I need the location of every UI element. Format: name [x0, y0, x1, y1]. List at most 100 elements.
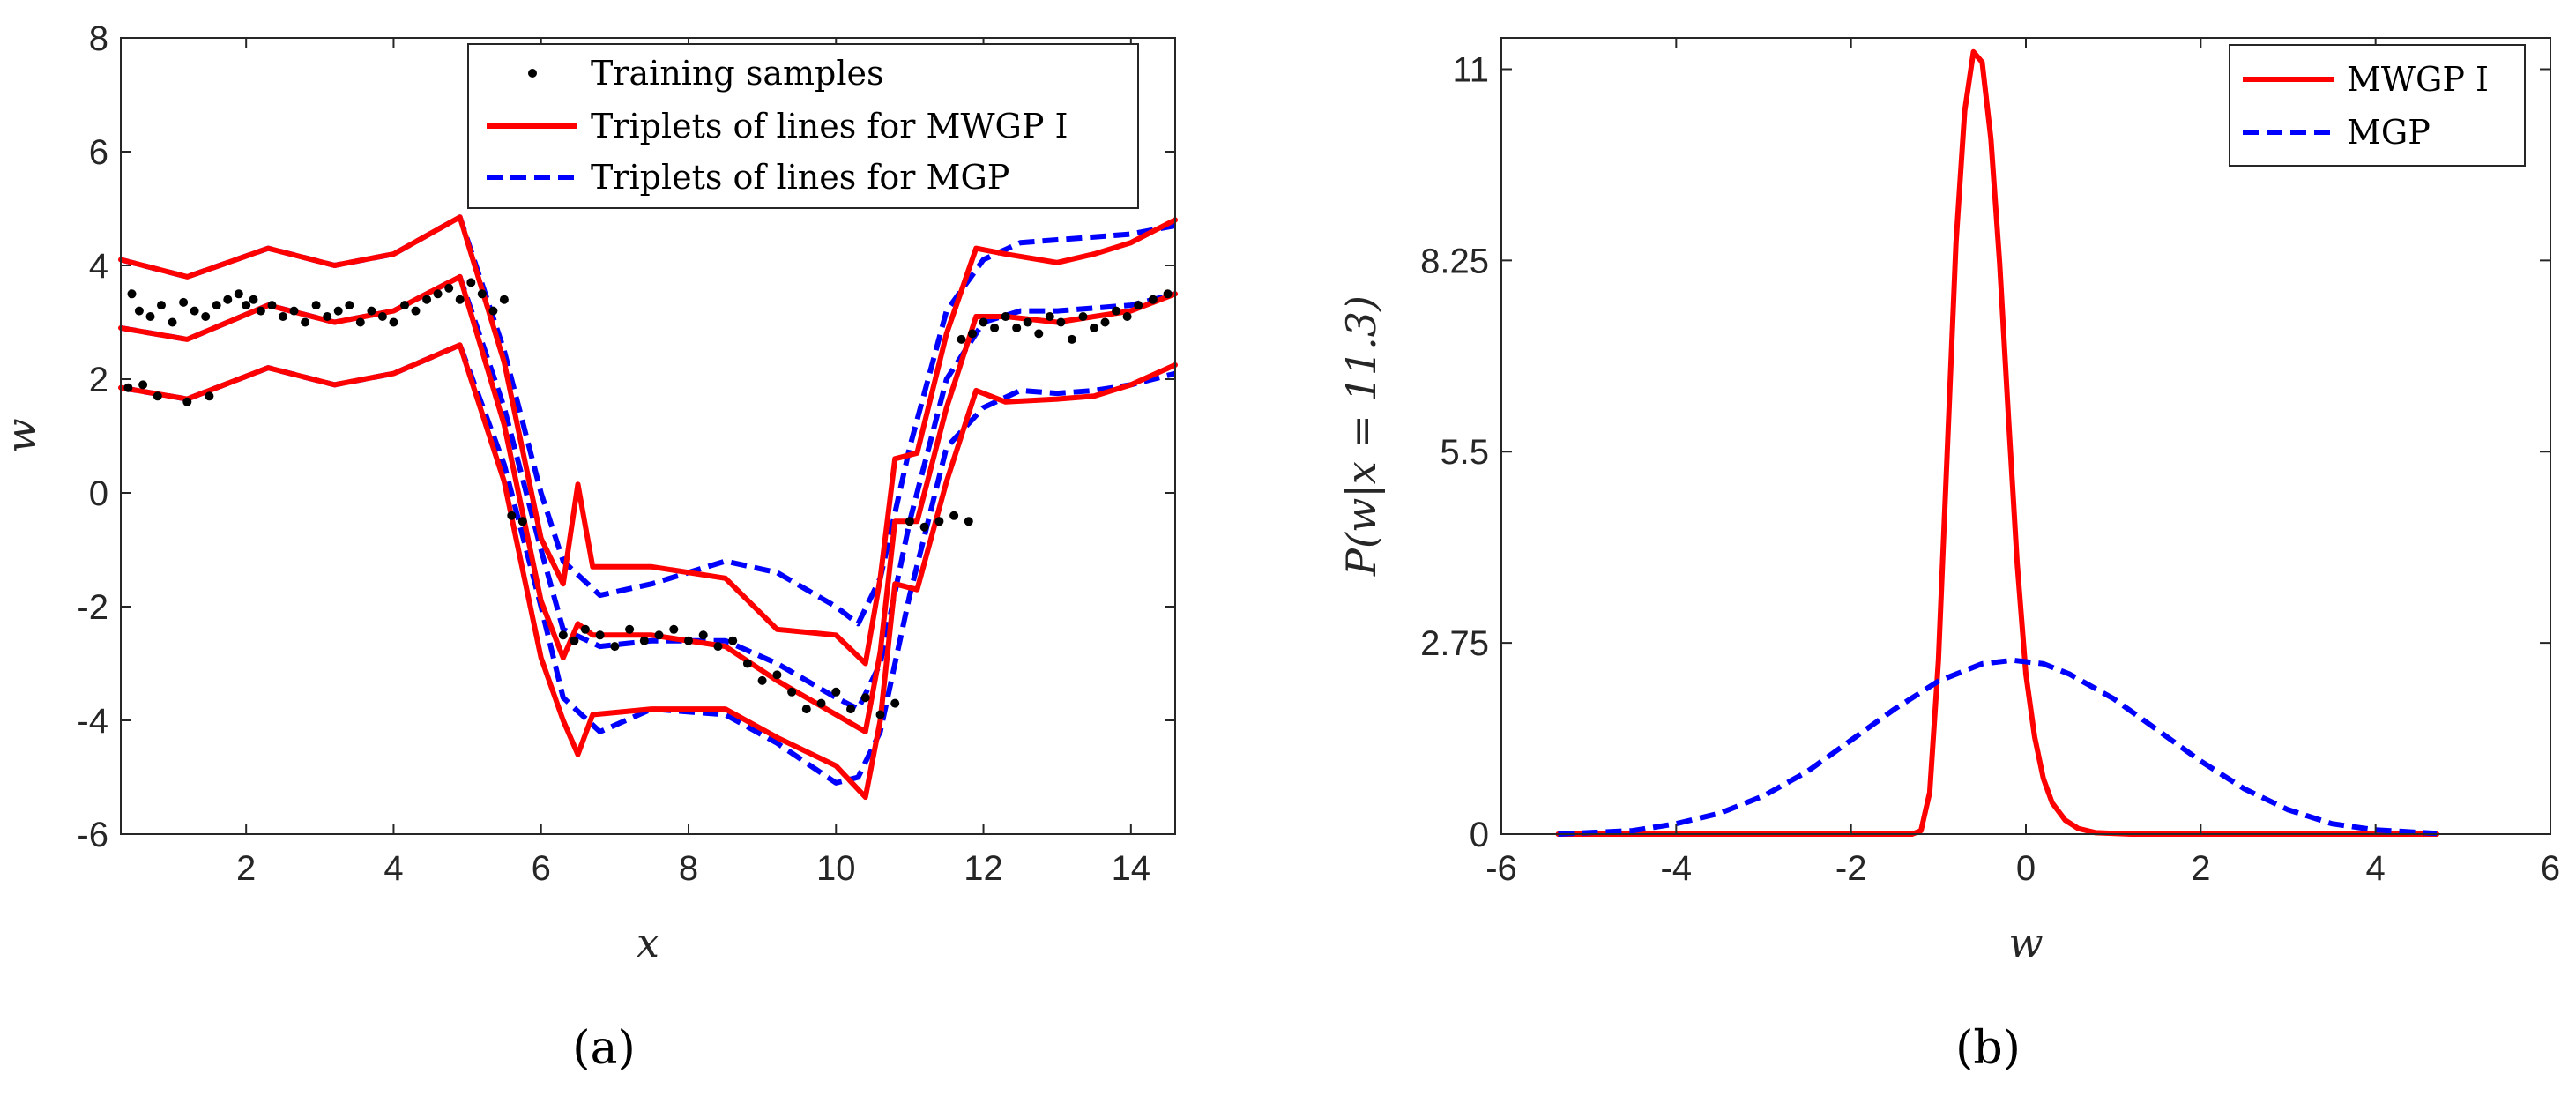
panel-a-ytick-label: 4	[89, 247, 108, 286]
panel-b-xtick-label: 6	[2541, 849, 2560, 888]
panel-a-training-sample-point	[1134, 301, 1143, 310]
panel-a-training-sample-point	[182, 397, 192, 406]
panel-a-training-sample-point	[279, 312, 287, 321]
panel-b-xtick-label: 4	[2366, 849, 2386, 888]
panel-a-training-sample-point	[153, 391, 162, 401]
legend-label-mgp-triplets: Triplets of lines for MGP	[591, 158, 1009, 197]
panel-a-training-sample-point	[433, 289, 443, 299]
panel-a-training-sample-point	[846, 705, 855, 714]
legend-label-training-samples: Training samples	[591, 54, 883, 93]
panel-a-training-sample-point	[1045, 312, 1054, 321]
panel-a-training-sample-point	[742, 659, 752, 668]
panel-a-training-sample-point	[787, 687, 797, 697]
panel-b-ytick-label: 0	[1470, 816, 1489, 854]
panel-b-ytick-label: 8.25	[1420, 242, 1489, 280]
panel-a-training-sample-point	[558, 630, 568, 640]
panel-a-training-sample-point	[1078, 312, 1088, 321]
panel-b-ytick-label: 11	[1452, 50, 1489, 89]
panel-b-legend: MWGP I MGP	[2229, 44, 2526, 167]
panel-a-ytick-label: -6	[77, 816, 108, 854]
panel-b-ticks: -6 -4 -2 0 2 4 6 0 2.75 5.5 8.25 11	[1420, 38, 2560, 888]
panel-a-training-sample-point	[905, 517, 914, 526]
panel-a-training-sample-point	[1148, 295, 1158, 304]
panel-a-training-sample-point	[367, 306, 376, 316]
panel-a-ytick-label: 6	[89, 133, 108, 172]
panel-a-training-sample-point	[301, 317, 310, 327]
panel-a-training-sample-point	[201, 312, 211, 321]
panel-a-training-sample-point	[934, 517, 944, 526]
panel-a-training-sample-point	[345, 301, 354, 310]
panel-a-training-sample-point	[1112, 306, 1121, 316]
legend-label-mgp: MGP	[2347, 113, 2431, 152]
panel-b-ytick-label: 5.5	[1440, 433, 1489, 472]
panel-a-xtick-label: 12	[964, 849, 1003, 888]
panel-a-training-sample-point	[488, 306, 498, 316]
panel-a-xtick-label: 4	[383, 849, 403, 888]
panel-a-training-sample-point	[890, 698, 900, 708]
legend-label-mwgp-triplets: Triplets of lines for MWGP I	[591, 107, 1068, 145]
panel-b-series-line-mgp	[1558, 657, 2438, 837]
panel-a-ytick-label: -2	[77, 588, 108, 627]
panel-a-training-sample-point	[610, 642, 620, 652]
panel-a-series-line-mwgp-i-lower	[118, 342, 1178, 801]
panel-a-training-sample-point	[1012, 323, 1022, 332]
panel-a-training-sample-point	[875, 710, 885, 719]
panel-a-training-sample-point	[242, 301, 251, 310]
panel-b-xtick-label: 2	[2191, 849, 2210, 888]
panel-a-training-sample-point	[138, 380, 148, 390]
panel-b-xtick-label: -6	[1485, 849, 1517, 888]
panel-a-training-sample-point	[212, 301, 221, 310]
panel-a-training-sample-point	[713, 642, 723, 652]
panel-a-training-sample-point	[919, 522, 929, 532]
panel-a-training-sample-point	[860, 693, 870, 703]
panel-a-training-sample-point	[333, 306, 343, 316]
panel-a-training-sample-point	[698, 630, 708, 640]
panel-a-training-sample-point	[625, 624, 635, 634]
panel-a-training-sample-point	[1056, 317, 1066, 327]
panel-a-training-sample-point	[964, 517, 973, 526]
panel-a-scatter-group	[123, 278, 1173, 719]
panel-b-xlabel: w	[2008, 919, 2043, 966]
panel-a-training-sample-point	[477, 289, 487, 299]
panel-a-legend: Training samples Triplets of lines for M…	[467, 43, 1139, 209]
panel-a-training-sample-point	[816, 698, 826, 708]
panel-a-training-sample-point	[979, 317, 988, 327]
panel-a-ytick-label: -4	[77, 702, 108, 741]
panel-a-training-sample-point	[772, 670, 782, 680]
panel-a-training-sample-point	[466, 278, 476, 287]
panel-b-series-group	[1555, 48, 2440, 837]
panel-b-caption: (b)	[1955, 1022, 2021, 1075]
panel-a-training-sample-point	[654, 630, 664, 640]
panel-a-series-line-mwgp-i-upper	[118, 214, 1178, 667]
panel-a-training-sample-point	[127, 289, 137, 299]
panel-a-training-sample-point	[389, 317, 398, 327]
panel-a-training-sample-point	[411, 306, 421, 316]
panel-a-training-sample-point	[168, 317, 177, 327]
panel-a-training-sample-point	[205, 391, 214, 401]
panel-b-chart: -6 -4 -2 0 2 4 6 0 2.75 5.5 8.25 11 w P(w|x = 11.3)…	[1337, 37, 2560, 1075]
panel-a-training-sample-point	[728, 636, 738, 645]
panel-a-training-sample-point	[1034, 329, 1044, 339]
panel-a-training-sample-point	[256, 306, 265, 316]
panel-a-xtick-label: 8	[679, 849, 698, 888]
panel-a-training-sample-point	[190, 306, 199, 316]
panel-a-training-sample-point	[1001, 312, 1010, 321]
panel-a-training-sample-point	[757, 675, 767, 685]
panel-a-training-sample-point	[289, 306, 299, 316]
panel-a-training-sample-point	[1067, 334, 1076, 344]
panel-b-ytick-label: 2.75	[1420, 624, 1489, 663]
panel-b-xtick-label: 0	[2016, 849, 2036, 888]
panel-a-training-sample-point	[968, 329, 977, 339]
panel-a-ylabel: w	[0, 418, 45, 452]
panel-a-training-sample-point	[801, 705, 811, 714]
panel-a-training-sample-point	[455, 295, 465, 304]
panel-a-training-sample-point	[1023, 317, 1032, 327]
panel-a-training-sample-point	[949, 511, 959, 520]
panel-b-series-line-mwgp-i	[1555, 48, 2440, 837]
panel-a-training-sample-point	[145, 312, 155, 321]
panel-a-training-sample-point	[499, 295, 509, 304]
panel-a-training-sample-point	[990, 323, 1000, 332]
panel-a-training-sample-point	[831, 687, 841, 697]
panel-a-ytick-label: 8	[89, 19, 108, 58]
panel-a-training-sample-point	[134, 306, 144, 316]
